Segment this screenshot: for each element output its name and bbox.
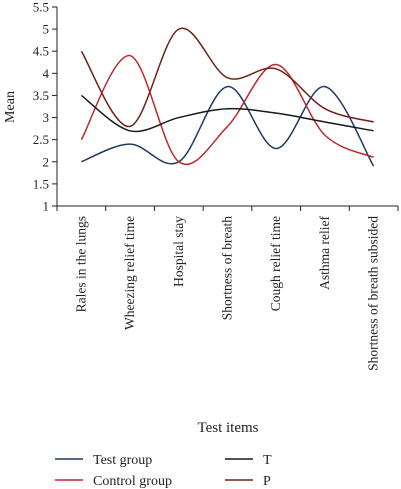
y-tick-label: 5 xyxy=(43,22,50,37)
legend-label-t: T xyxy=(263,453,272,468)
y-tick-label: 1 xyxy=(43,199,50,214)
y-tick-label: 4.5 xyxy=(33,44,49,59)
y-tick-label: 3.5 xyxy=(33,88,49,103)
legend: Test group Control group TP xyxy=(55,453,272,489)
y-tick-label: 4 xyxy=(43,66,50,81)
series-line-control-group xyxy=(80,54,374,165)
y-tick-label: 2.5 xyxy=(33,132,49,147)
legend-label-control-group: Control group xyxy=(93,474,172,489)
y-tick-label: 1.5 xyxy=(33,176,49,191)
x-tick-label: Shortness of breath xyxy=(220,216,235,320)
x-axis-label: Test items xyxy=(197,420,258,436)
series-line-p xyxy=(80,27,374,128)
y-axis-label: Mean xyxy=(3,91,18,123)
legend-label-p: P xyxy=(263,474,271,489)
x-tick-label: Asthma relief xyxy=(317,216,332,290)
series-lines xyxy=(80,27,375,167)
x-tick-label: Cough relief time xyxy=(268,216,283,311)
x-tick-label: Rales in the lungs xyxy=(73,216,88,312)
series-line-t xyxy=(80,94,374,133)
legend-label-test-group: Test group xyxy=(93,453,152,468)
y-tick-label: 2 xyxy=(43,154,50,169)
x-tick-label: Hospital stay xyxy=(171,216,186,287)
axes: 1 1.5 2 2.5 3 3.5 4 4.5 5 5.5 Rales in the lungs Wh… xyxy=(33,0,399,371)
y-tick-label: 5.5 xyxy=(33,0,49,15)
y-tick-label: 3 xyxy=(43,110,50,125)
series-line-test-group xyxy=(81,85,375,167)
x-tick-label: Wheezing relief time xyxy=(122,216,137,330)
x-tick-label: Shortness of breath subsided xyxy=(366,216,381,371)
